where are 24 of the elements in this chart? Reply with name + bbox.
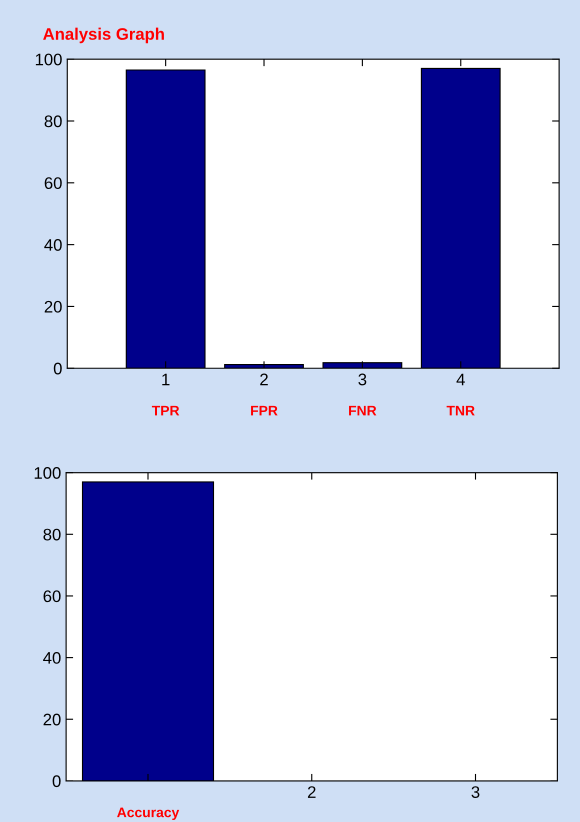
text: Accuracy [117,808,180,820]
x-tick-label: 1 [162,374,170,386]
x-tick-label: 2 [260,374,268,386]
x-tick-label: 3 [472,786,480,798]
x-tick-label: 2 [308,786,316,798]
y-tick-label: 100 [36,54,62,66]
y-tick-label: 80 [44,115,62,128]
y-tick-label: 0 [52,775,61,788]
y-tick-label: 100 [34,467,61,479]
text: TPR [152,406,180,416]
y-tick-label: 0 [54,362,62,374]
y-tick-label: 40 [44,239,62,251]
y-tick-label: 20 [44,300,62,313]
chart-title: Analysis Graph [43,28,164,44]
y-tick-label: 60 [44,590,61,602]
y-tick-label: 40 [43,652,61,664]
text: FNR [349,406,376,416]
text: TNR [446,406,475,416]
y-tick-label: 20 [44,714,61,726]
y-tick-label: 60 [44,177,62,190]
text: FPR [251,406,278,416]
x-tick-label: 3 [358,374,366,386]
y-tick-label: 80 [43,528,61,541]
x-tick-label: 4 [456,374,465,386]
